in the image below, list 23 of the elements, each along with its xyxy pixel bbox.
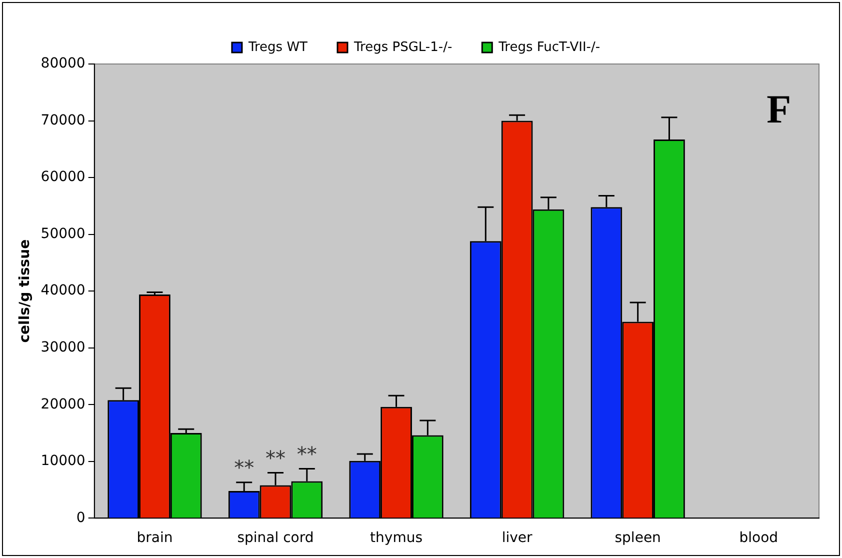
x-tick-label: blood [739, 530, 778, 546]
y-tick-label: 40000 [40, 282, 86, 299]
annotation: F [766, 86, 791, 132]
y-tick-label: 60000 [40, 169, 86, 186]
y-tick-label: 70000 [40, 112, 86, 128]
x-tick-label: liver [502, 530, 533, 546]
x-tick-label: thymus [370, 530, 423, 546]
y-tick-label: 10000 [40, 453, 86, 470]
legend-label: Tregs PSGL-1-/- [352, 40, 452, 55]
y-tick-label: 20000 [40, 396, 86, 412]
x-tick-label: spinal cord [237, 530, 314, 546]
annotation: ** [266, 446, 286, 470]
annotation: ** [296, 442, 317, 466]
x-tick-label: brain [136, 530, 173, 546]
y-tick-label: 80000 [40, 56, 86, 72]
legend-label: Tregs WT [247, 40, 308, 55]
y-tick-label: 0 [76, 510, 86, 526]
legend-label: Tregs FucT-VII-/- [498, 40, 600, 55]
y-axis-title: cells/g tissue [17, 239, 34, 343]
x-tick-label: spleen [614, 530, 661, 546]
annotation: ** [234, 455, 254, 480]
y-tick-label: 50000 [40, 226, 86, 242]
y-tick-label: 30000 [40, 340, 86, 356]
